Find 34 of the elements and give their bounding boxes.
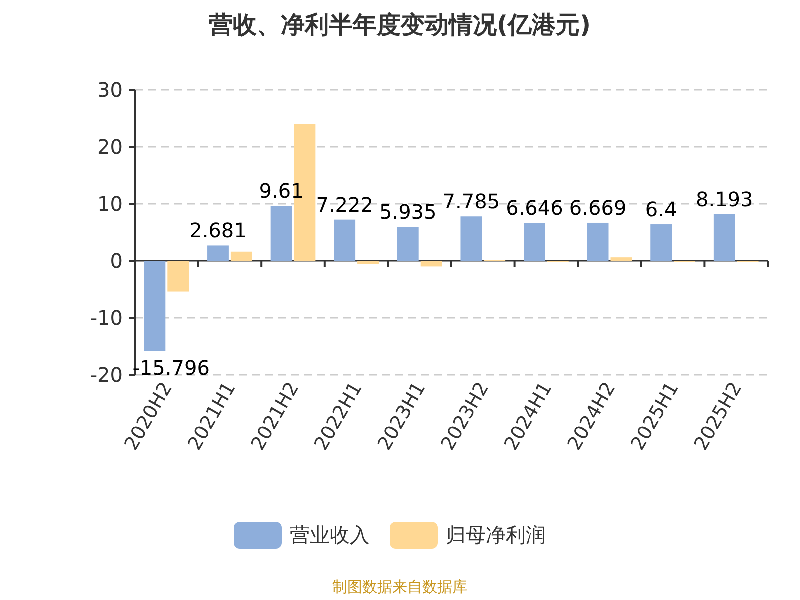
y-tick-label: -20	[90, 363, 123, 387]
legend-label: 营业收入	[290, 523, 370, 547]
data-label: 6.646	[506, 196, 564, 220]
data-label: 2.681	[190, 218, 247, 243]
data-label: 7.785	[442, 190, 500, 214]
bar	[208, 246, 229, 261]
legend-label: 归母净利润	[446, 523, 546, 547]
bar	[460, 216, 482, 261]
data-label: 5.935	[380, 200, 437, 224]
bar	[650, 224, 672, 261]
bar	[587, 222, 609, 261]
y-tick-label: 0	[110, 249, 123, 273]
text: 制图数据来自数据库	[332, 578, 468, 596]
y-tick-label: 10	[98, 192, 123, 216]
y-tick-label: 20	[98, 135, 123, 159]
data-label: 7.222	[316, 192, 374, 217]
bar	[168, 261, 190, 292]
y-tick-label: 30	[98, 78, 123, 102]
bar	[144, 261, 166, 352]
bar	[397, 227, 419, 261]
data-label: 8.193	[696, 187, 754, 212]
bar	[714, 214, 736, 261]
data-label: 6.669	[569, 196, 627, 220]
y-tick-label: -10	[90, 306, 123, 330]
bar	[524, 223, 546, 261]
bar	[358, 261, 379, 264]
bar	[334, 220, 356, 261]
bar	[230, 252, 252, 261]
bar	[270, 206, 292, 261]
data-label: 9.61	[259, 179, 304, 204]
chart-title: 营收、净利半年度变动情况(亿港元)	[208, 11, 591, 39]
bar	[420, 261, 442, 267]
bar	[610, 258, 632, 261]
data-label: 6.4	[645, 198, 678, 222]
